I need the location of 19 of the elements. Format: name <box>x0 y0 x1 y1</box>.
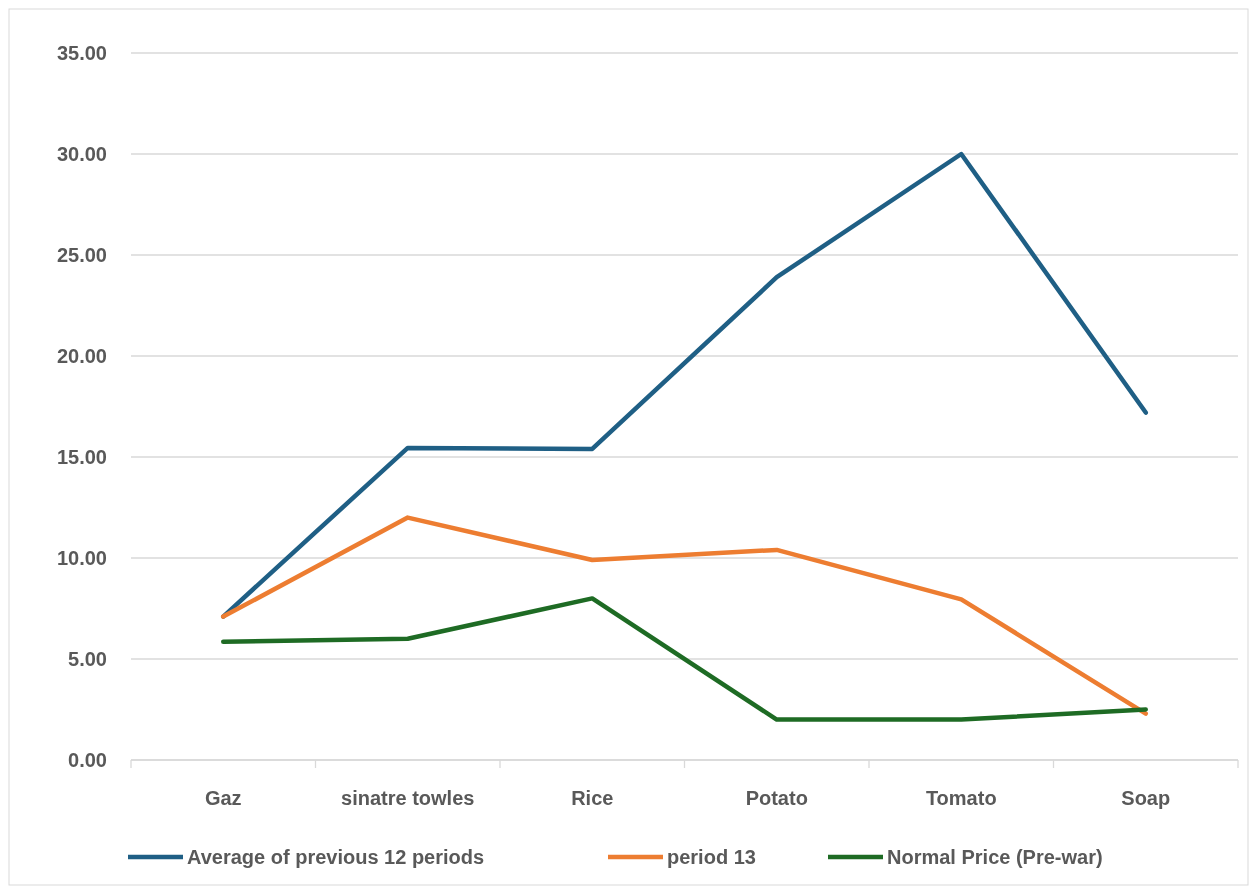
legend-label: Normal Price (Pre-war) <box>887 846 1103 868</box>
x-tick-label: Soap <box>1121 787 1171 809</box>
y-tick-label: 30.00 <box>56 143 107 165</box>
y-tick-label: 5.00 <box>68 648 107 670</box>
y-tick-label: 10.00 <box>56 547 107 569</box>
x-tick-label: Rice <box>571 787 614 809</box>
legend-label: period 13 <box>667 846 756 868</box>
x-tick-label: Potato <box>745 787 808 809</box>
x-tick-label: sinatre towles <box>341 787 475 809</box>
y-tick-label: 0.00 <box>68 749 107 771</box>
line-series <box>221 596 1148 722</box>
y-tick-label: 20.00 <box>56 345 107 367</box>
y-tick-label: 35.00 <box>56 42 107 64</box>
x-tick-label: Tomato <box>925 787 997 809</box>
line-series <box>221 515 1148 716</box>
legend-label: Average of previous 12 periods <box>187 846 485 868</box>
y-tick-label: 25.00 <box>56 244 107 266</box>
x-tick-label: Gaz <box>204 787 242 809</box>
y-tick-label: 15.00 <box>56 446 107 468</box>
